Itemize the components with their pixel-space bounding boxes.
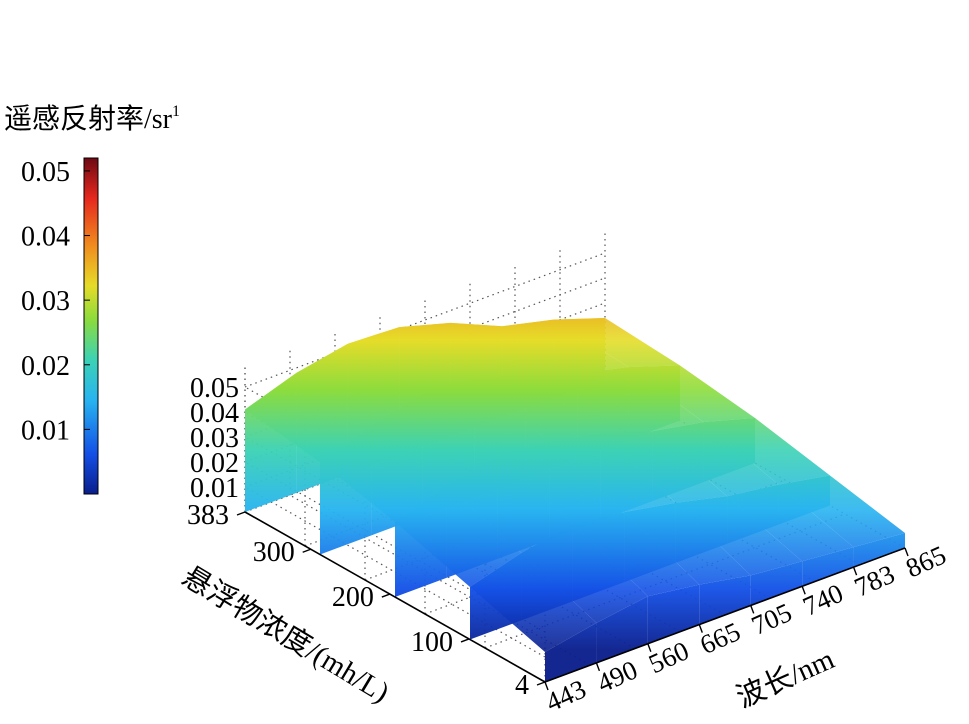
y-tick-mark [236, 511, 246, 516]
x-tick-label: 865 [901, 540, 950, 584]
colorbar-ticks: 0.05 0.04 0.03 0.02 0.01 [21, 157, 90, 446]
z-tick-label: 0.03 [190, 423, 239, 454]
surface-face [600, 431, 728, 503]
colorbar-title: 遥感反射率/sr1 [4, 103, 180, 135]
surface-plot [245, 318, 905, 682]
surface-face [572, 512, 700, 597]
surface-face [320, 425, 447, 522]
x-tick-mark [544, 681, 549, 691]
z-axis-ticks: 0.050.040.030.020.01 [190, 373, 239, 504]
x-axis-label: 波长/nm [731, 642, 839, 714]
surface-face [549, 432, 676, 513]
y-tick-label: 383 [187, 500, 229, 531]
x-tick-mark [647, 643, 652, 652]
x-tick-mark [698, 624, 703, 633]
y-tick-label: 300 [253, 537, 295, 568]
surface-face [371, 393, 498, 486]
y-tick-mark [460, 638, 470, 643]
y-tick-label: 100 [411, 627, 453, 658]
surface-panel [750, 561, 803, 606]
surface-face [502, 319, 629, 374]
surface-face [470, 552, 597, 652]
surface-panel [853, 533, 905, 568]
colorbar-tick-label: 0.02 [21, 351, 70, 382]
surface-face [577, 367, 704, 432]
axes [244, 511, 906, 683]
x-tick-mark [750, 605, 755, 614]
surface-face [497, 442, 625, 524]
surface-face [474, 372, 601, 443]
surface-face [521, 523, 648, 623]
surface-face [778, 475, 905, 548]
surface-face [628, 365, 755, 423]
surface-panel [699, 575, 751, 625]
grid-line [244, 252, 606, 388]
y-axis-line [244, 511, 546, 683]
colorbar: 遥感反射率/sr1 0.05 0.04 0.03 0.02 0.01 [4, 103, 180, 495]
surface-face [422, 379, 550, 457]
z-tick-label: 0.04 [190, 398, 239, 429]
z-tick-label: 0.02 [190, 448, 239, 479]
surface-face [675, 496, 803, 576]
y-tick-mark [381, 593, 391, 598]
surface-face [296, 343, 423, 426]
surface-face [553, 318, 680, 368]
z-tick-label: 0.05 [190, 373, 239, 404]
colorbar-tick-label: 0.03 [21, 286, 70, 317]
surface-face [703, 418, 830, 485]
surface-face [446, 456, 573, 553]
colorbar-tick-label: 0.05 [21, 157, 70, 188]
colorbar-tick-label: 0.01 [21, 415, 70, 446]
grid-line [244, 486, 546, 658]
x-tick-mark [801, 586, 806, 595]
x-tick-mark [852, 566, 858, 576]
grid-line [244, 277, 606, 413]
y-axis-ticks: 383 300 200 100 4 [187, 500, 546, 701]
surface-face [450, 322, 578, 374]
y-tick-mark [536, 681, 546, 686]
z-tick-label: 0.01 [190, 473, 239, 504]
surface-face [652, 422, 779, 497]
surface-face [727, 484, 854, 562]
colorbar-bar [83, 157, 99, 495]
surface-face [525, 372, 653, 433]
surface-panel [802, 547, 854, 587]
surface-face [399, 322, 526, 380]
surface-face [245, 372, 372, 462]
y-tick-label: 200 [332, 582, 374, 613]
x-axis-line [544, 547, 906, 683]
surface-face [624, 502, 751, 585]
colorbar-tick-label: 0.04 [21, 222, 70, 253]
surface-face [395, 485, 522, 587]
surface-panel [596, 596, 648, 663]
x-tick-mark [595, 662, 601, 672]
surface-face [347, 327, 475, 394]
y-tick-label: 4 [515, 670, 529, 701]
x-tick-mark [904, 547, 909, 557]
y-tick-mark [302, 548, 311, 553]
